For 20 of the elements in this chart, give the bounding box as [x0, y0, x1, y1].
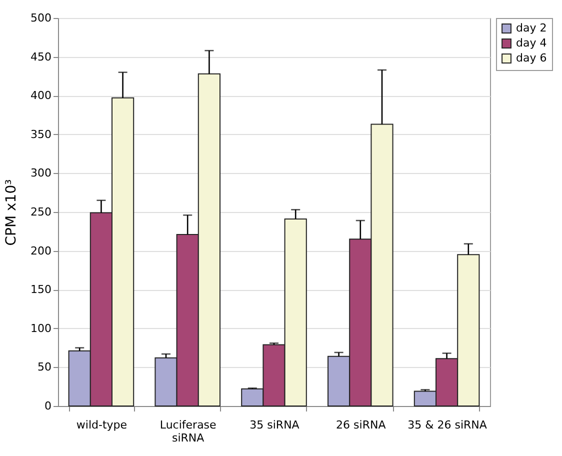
y-tick-label: 450: [30, 50, 52, 64]
x-tick-label: wild-type: [76, 418, 128, 432]
y-tick-label: 0: [44, 400, 52, 412]
x-tick-label: 35 & 26 siRNA: [408, 418, 488, 432]
y-tick-label: 100: [30, 322, 52, 335]
y-tick-label: 500: [30, 12, 52, 24]
x-tick-label: 35 siRNA: [250, 418, 300, 432]
y-tick-label: 150: [30, 283, 52, 296]
x-tick-label: Luciferase siRNA: [160, 418, 217, 444]
legend-label: day 6: [516, 52, 547, 64]
legend-label: day 2: [516, 22, 547, 34]
y-tick-label: 250: [30, 206, 52, 218]
y-tick-label: 300: [30, 166, 52, 180]
legend-label: day 4: [516, 36, 547, 50]
y-tick-label: 50: [38, 360, 52, 374]
y-tick-label: 350: [30, 128, 52, 141]
y-axis-title: CPM x10³: [4, 179, 20, 246]
y-tick-label: 200: [30, 244, 52, 258]
y-tick-label: 400: [30, 89, 52, 102]
x-tick-label: 26 siRNA: [336, 418, 386, 432]
